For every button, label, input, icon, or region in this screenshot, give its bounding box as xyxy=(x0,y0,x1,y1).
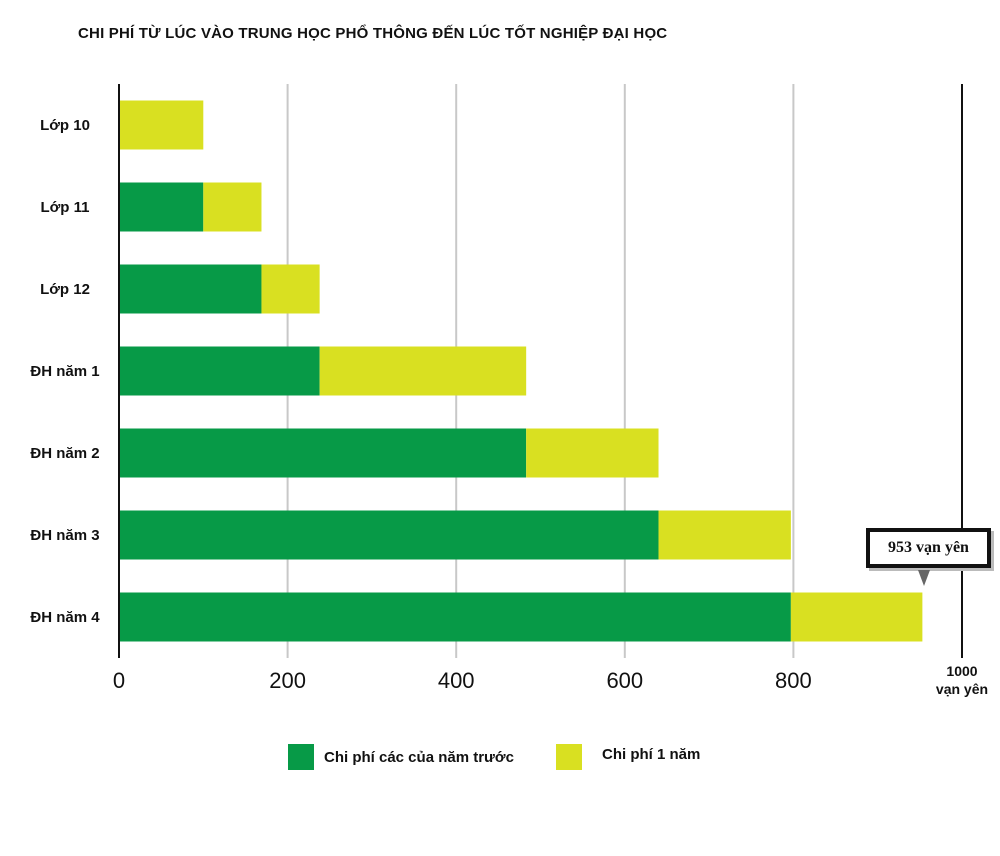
total-callout: 953 vạn yên xyxy=(866,528,991,568)
x-axis-unit-label: vạn yên xyxy=(936,681,988,697)
bar-one-year-4 xyxy=(526,428,659,478)
chart-title: CHI PHÍ TỪ LÚC VÀO TRUNG HỌC PHỔ THÔNG Đ… xyxy=(78,25,668,42)
bar-one-year-0 xyxy=(119,100,204,150)
bar-previous-2 xyxy=(119,264,262,314)
bar-previous-4 xyxy=(119,428,527,478)
legend-item-previous: Chi phí các của năm trước xyxy=(288,744,514,770)
legend-swatch-one-year xyxy=(556,744,582,770)
legend-label-one-year: Chi phí 1 năm xyxy=(602,745,701,763)
category-label-1: Lớp 11 xyxy=(40,199,89,216)
labels: Lớp 10 Lớp 11 Lớp 12 ĐH năm 1 ĐH năm 2 ĐH năm… xyxy=(30,117,988,697)
x-tick-label-800: 800 xyxy=(775,668,812,693)
category-label-0: Lớp 10 xyxy=(40,117,90,134)
total-callout-text: 953 vạn yên xyxy=(888,539,969,556)
legend-swatch-previous xyxy=(288,744,314,770)
legend-label-previous: Chi phí các của năm trước xyxy=(324,748,514,766)
x-tick-label-1000: 1000 xyxy=(946,663,977,679)
bar-previous-3 xyxy=(119,346,320,396)
category-label-6: ĐH năm 4 xyxy=(30,609,100,626)
x-tick-label-600: 600 xyxy=(606,668,643,693)
x-tick-label-0: 0 xyxy=(113,668,125,693)
category-label-4: ĐH năm 2 xyxy=(30,445,99,462)
category-label-3: ĐH năm 1 xyxy=(30,363,99,380)
bar-previous-5 xyxy=(119,510,659,560)
x-tick-label-200: 200 xyxy=(269,668,306,693)
bar-previous-6 xyxy=(119,592,791,642)
bars xyxy=(119,100,923,642)
callout-pointer xyxy=(918,570,930,586)
category-label-2: Lớp 12 xyxy=(40,281,90,298)
bar-one-year-2 xyxy=(261,264,320,314)
bar-one-year-5 xyxy=(658,510,791,560)
x-tick-label-400: 400 xyxy=(438,668,475,693)
category-label-5: ĐH năm 3 xyxy=(30,527,99,544)
bar-one-year-6 xyxy=(790,592,923,642)
legend-item-one-year: Chi phí 1 năm xyxy=(556,744,700,770)
bar-one-year-3 xyxy=(319,346,527,396)
bar-previous-1 xyxy=(119,182,204,232)
bar-one-year-1 xyxy=(203,182,262,232)
